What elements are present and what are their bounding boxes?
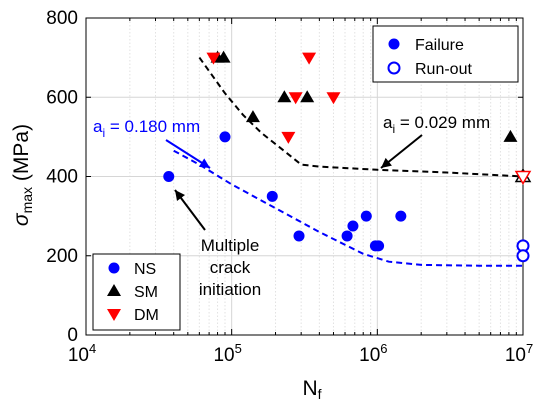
point-sm-failure: [503, 129, 518, 142]
y-tick-label: 0: [67, 325, 78, 346]
legend-sm-marker: [107, 284, 121, 296]
annotation-multiple-crack-initiation: crack: [210, 258, 251, 277]
point-dm-failure: [206, 52, 221, 65]
legend-ns-marker: [108, 262, 120, 274]
point-dm-failure: [302, 52, 317, 65]
arrow-029mm-head: [381, 157, 392, 168]
legend-ns-label: NS: [134, 261, 156, 278]
point-sm-failure: [277, 90, 292, 103]
model-curves: [173, 57, 524, 267]
legends: Failure Run-out NS SM DM: [92, 25, 519, 331]
arrow-029mm: [380, 134, 423, 169]
point-ns-failure: [360, 210, 372, 222]
point-ns-failure: [347, 220, 359, 232]
x-axis-label-sub: f: [318, 386, 322, 402]
arrow-180mm-head: [198, 158, 210, 168]
arrow-multiple-crack-head: [175, 190, 185, 201]
point-ns-failure: [395, 210, 407, 222]
legend-dm-marker: [107, 309, 121, 321]
point-ns-failure: [219, 131, 231, 143]
point-dm-failure: [326, 92, 341, 105]
y-tick-label: 800: [46, 8, 78, 29]
annotation-multiple-crack-initiation: Multiple: [201, 236, 260, 255]
annotation-180mm: ai = 0.180 mm: [93, 117, 200, 140]
arrow-multiple-crack: [174, 189, 206, 231]
point-ns-failure: [293, 230, 305, 242]
legend-runout-marker: [387, 61, 401, 75]
material-legend-box: [92, 253, 181, 331]
data-points: [163, 50, 532, 263]
legend-failure-label: Failure: [415, 37, 464, 54]
x-axis-label: Nf: [302, 377, 321, 402]
point-ns-runout: [516, 249, 530, 263]
point-ns-failure: [266, 190, 278, 202]
x-tick-label: 106: [359, 341, 387, 366]
annotations: ai = 0.029 mm ai = 0.180 mm Multiple crack i…: [93, 113, 490, 299]
point-ns-failure: [373, 240, 385, 252]
legend-dm-label: DM: [134, 307, 159, 324]
arrow-180mm: [165, 139, 211, 169]
point-dm-failure: [281, 131, 296, 144]
point-dm-failure: [288, 92, 303, 105]
y-tick-label: 600: [46, 87, 78, 108]
legend-sm-label: SM: [134, 284, 158, 301]
legend-failure-marker: [388, 38, 400, 50]
y-tick-label: 400: [46, 167, 78, 188]
point-ns-failure: [341, 230, 353, 242]
y-axis-label: σmax (MPa): [10, 124, 35, 226]
material-legend: NS SM DM: [92, 253, 181, 331]
point-sm-failure: [216, 50, 231, 63]
point-ns-failure: [163, 171, 175, 182]
curve-180mm: [173, 149, 523, 267]
y-tick-label: 200: [46, 246, 78, 267]
annotation-multiple-crack-initiation: initiation: [199, 280, 261, 299]
point-sm-failure: [300, 90, 315, 103]
y-axis-label-sub: max: [19, 187, 35, 213]
x-tick-label: 105: [213, 341, 241, 366]
x-tick-label: 107: [505, 341, 533, 366]
x-tick-label: 104: [68, 341, 96, 366]
axis-ticks: 0 200 400 600 800 104 105 106 107: [46, 8, 533, 366]
point-sm-failure: [245, 110, 260, 123]
point-dm-runout: [514, 170, 532, 185]
status-legend: Failure Run-out: [372, 25, 519, 83]
legend-run-out-label: Run-out: [415, 61, 472, 78]
annotation-029mm: ai = 0.029 mm: [383, 113, 490, 136]
